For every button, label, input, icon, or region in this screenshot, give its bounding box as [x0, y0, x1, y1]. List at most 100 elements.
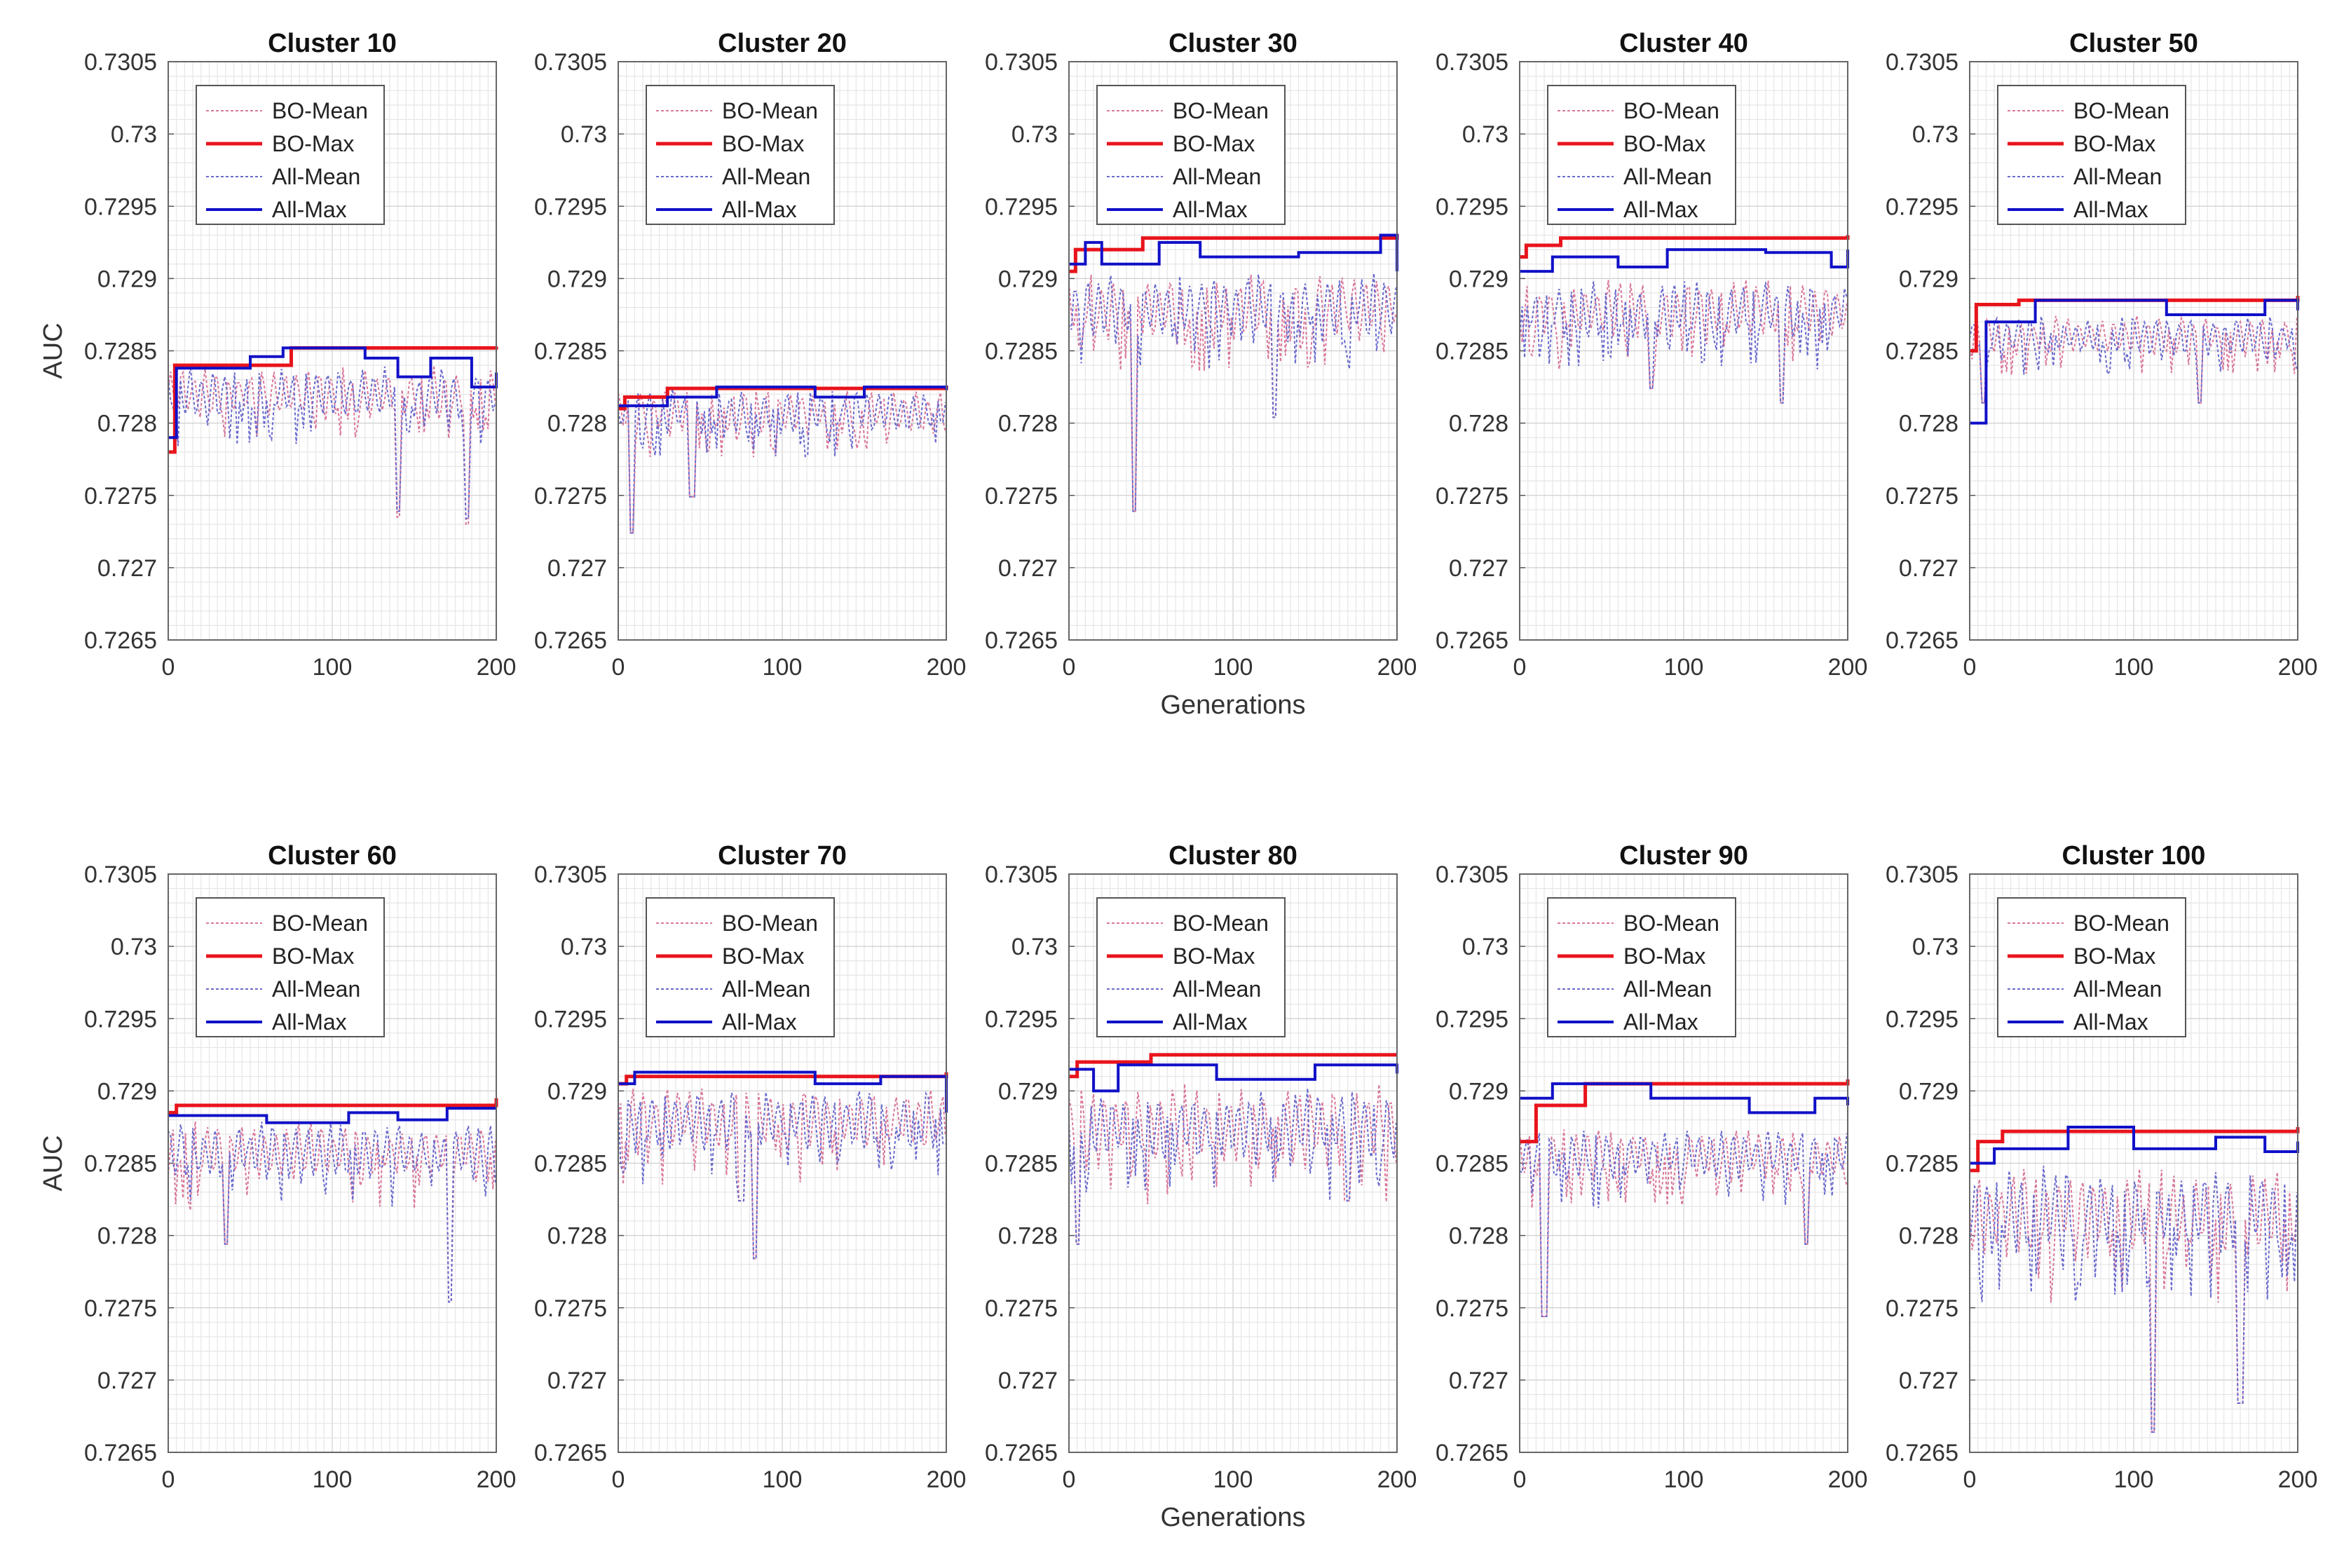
legend-label: BO-Mean: [2073, 98, 2169, 123]
panel-title: Cluster 100: [2062, 841, 2206, 871]
legend-label: BO-Max: [722, 131, 804, 156]
legend-label: BO-Max: [2073, 943, 2155, 969]
x-tick-label: 200: [1377, 654, 1417, 681]
y-tick-label: 0.7285: [534, 339, 607, 365]
legend-label: BO-Mean: [1623, 98, 1719, 123]
y-tick-label: 0.7295: [1436, 193, 1508, 220]
legend-label: BO-Mean: [1623, 911, 1719, 936]
x-tick-label: 100: [313, 654, 353, 681]
legend-label: BO-Max: [1623, 943, 1705, 969]
x-tick-label: 0: [162, 1466, 175, 1493]
legend-label: BO-Mean: [1173, 911, 1269, 936]
panel-cluster-40: Cluster 40 0.7265 0.727 0.7275 0.728 0.7285 0.…: [1436, 29, 1867, 681]
y-tick-label: 0.729: [1449, 266, 1508, 292]
x-tick-label: 0: [1063, 654, 1076, 681]
x-tick-label: 200: [1828, 654, 1868, 681]
y-tick-label: 0.7275: [534, 1295, 607, 1322]
x-tick-label: 0: [1963, 1466, 1977, 1493]
y-tick-label: 0.7305: [985, 49, 1058, 76]
plot-frame: [1969, 873, 2298, 1453]
y-tick-label: 0.727: [97, 1368, 157, 1394]
legend-box: [1997, 85, 2186, 225]
x-tick-label: 200: [927, 1466, 967, 1493]
legend-label: All-Max: [2073, 1009, 2148, 1035]
legend: BO-Mean BO-Max All-Mean All-Max: [1997, 85, 2186, 225]
legend-label: BO-Max: [272, 131, 354, 156]
legend-label: All-Max: [1173, 1009, 1248, 1035]
y-tick-label: 0.729: [998, 1078, 1058, 1105]
legend-label: BO-Mean: [2073, 911, 2169, 936]
legend: BO-Mean BO-Max All-Mean All-Max: [1547, 85, 1736, 225]
series-bo-mean: [1068, 274, 1397, 512]
y-tick-label: 0.7275: [1436, 483, 1508, 510]
series-bo-mean: [1969, 315, 2298, 404]
y-tick-label: 0.727: [1899, 555, 1958, 582]
legend-label: BO-Max: [1173, 943, 1255, 969]
legend-label: All-Mean: [1623, 164, 1712, 189]
y-tick-label: 0.7295: [84, 193, 157, 220]
legend: BO-Mean BO-Max All-Mean All-Max: [1096, 897, 1286, 1037]
series-all-mean: [618, 388, 946, 534]
series-all-max: [618, 1070, 948, 1113]
legend-label: All-Mean: [1173, 976, 1261, 1002]
y-tick-label: 0.7265: [534, 1440, 607, 1466]
legend-box: [1997, 897, 2186, 1037]
x-axis-label: Generations: [1160, 690, 1305, 720]
panel-title: Cluster 20: [718, 29, 847, 58]
x-tick-label: 0: [162, 654, 175, 681]
x-tick-label: 0: [612, 1466, 625, 1493]
legend-label: All-Mean: [1173, 164, 1261, 189]
y-tick-label: 0.73: [1912, 934, 1958, 960]
panel-cluster-100: Cluster 100 0.7265 0.727 0.7275 0.728 0.7285 0…: [1886, 841, 2317, 1493]
x-tick-label: 0: [612, 654, 625, 681]
plot-frame: [618, 61, 947, 641]
series-bo-mean: [1519, 280, 1848, 404]
series-bo-mean: [618, 390, 946, 534]
x-axis-label: Generations: [1160, 1503, 1305, 1532]
y-axis-label: AUC: [39, 1135, 68, 1191]
y-tick-label: 0.729: [97, 266, 157, 292]
series-all-max: [1520, 248, 1849, 273]
y-tick-label: 0.727: [547, 555, 607, 582]
legend-label: All-Mean: [272, 164, 360, 189]
series-all-mean: [1068, 1088, 1397, 1245]
panel-cluster-20: Cluster 20 0.7265 0.727 0.7275 0.728 0.7285 0.…: [534, 29, 966, 681]
series-all-max: [1069, 1063, 1398, 1093]
legend-label: All-Max: [272, 197, 347, 222]
y-tick-label: 0.7285: [84, 339, 157, 365]
legend-label: All-Max: [722, 1009, 797, 1035]
y-tick-label: 0.7265: [1886, 627, 1958, 654]
y-tick-label: 0.7275: [1436, 1295, 1508, 1322]
y-tick-label: 0.7305: [985, 861, 1058, 888]
panel-cluster-80: Cluster 80 0.7265 0.727 0.7275 0.728 0.7285 0.…: [985, 841, 1417, 1532]
y-tick-label: 0.7265: [1886, 1440, 1958, 1466]
x-tick-label: 0: [1513, 654, 1527, 681]
legend-label: BO-Mean: [272, 98, 368, 123]
y-tick-label: 0.7265: [1436, 627, 1508, 654]
y-tick-label: 0.727: [998, 1368, 1058, 1394]
y-tick-label: 0.7295: [1886, 193, 1958, 220]
y-tick-label: 0.729: [547, 266, 607, 292]
legend-label: BO-Max: [1623, 131, 1705, 156]
y-tick-label: 0.728: [547, 1223, 607, 1250]
panel-title: Cluster 70: [718, 841, 847, 871]
y-tick-label: 0.7275: [84, 1295, 157, 1322]
legend-label: BO-Max: [1173, 131, 1255, 156]
y-tick-label: 0.7305: [1436, 861, 1508, 888]
y-tick-label: 0.7265: [985, 627, 1058, 654]
y-tick-label: 0.7285: [1886, 1151, 1958, 1178]
y-tick-label: 0.728: [998, 1223, 1058, 1250]
y-tick-label: 0.7295: [985, 193, 1058, 220]
y-tick-label: 0.73: [1912, 121, 1958, 148]
panel-cluster-90: Cluster 90 0.7265 0.727 0.7275 0.728 0.7285 0.…: [1436, 841, 1867, 1493]
y-tick-label: 0.7285: [985, 339, 1058, 365]
y-tick-label: 0.73: [111, 121, 157, 148]
series-all-max: [168, 346, 498, 439]
legend-label: All-Max: [1623, 197, 1698, 222]
plot-frame: [1068, 873, 1398, 1453]
legend-label: All-Mean: [272, 976, 360, 1002]
panel-cluster-60: Cluster 60 0.7265 0.727 0.7275 0.728 0.7285 0.…: [39, 841, 516, 1493]
y-tick-label: 0.7265: [985, 1440, 1058, 1466]
y-tick-label: 0.7295: [534, 193, 607, 220]
